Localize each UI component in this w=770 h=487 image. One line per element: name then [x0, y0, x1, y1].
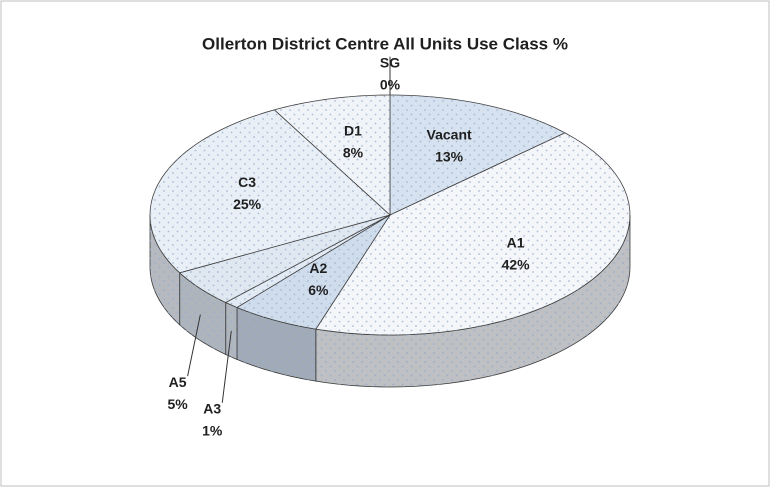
slice-value-label: 13%	[435, 148, 464, 164]
slice-side-texture	[150, 215, 180, 325]
slice-label: A2	[309, 260, 327, 276]
slice-side-texture	[237, 307, 316, 382]
slice-texture	[150, 109, 390, 273]
slice-value-label: 1%	[202, 423, 223, 439]
slice-texture	[390, 95, 565, 215]
slice-label: A3	[203, 401, 221, 417]
leader-line	[221, 330, 232, 403]
slice-side-texture	[225, 302, 238, 360]
slice-texture	[274, 95, 390, 215]
slice-value-label: 25%	[233, 196, 262, 212]
slice-label: SG	[380, 54, 400, 70]
slice-side-texture	[315, 215, 630, 387]
slice-value-label: 0%	[380, 76, 401, 92]
slice-value-label: 8%	[343, 145, 364, 161]
leader-line	[187, 314, 201, 377]
slice-side-texture	[179, 272, 226, 355]
slice-label: A5	[169, 374, 187, 390]
slice-label: C3	[238, 174, 256, 190]
slice-label: Vacant	[427, 126, 472, 142]
slice-value-label: 42%	[502, 257, 531, 273]
slice-value-label: 6%	[308, 282, 329, 298]
slice-texture	[237, 215, 390, 330]
slice-label: D1	[344, 123, 362, 139]
slice-texture	[225, 215, 390, 308]
slice-texture	[315, 132, 630, 335]
slice-value-label: 5%	[167, 396, 188, 412]
slice-texture	[179, 215, 390, 303]
chart-title: Ollerton District Centre All Units Use C…	[202, 34, 568, 53]
slice-label: A1	[507, 235, 525, 251]
